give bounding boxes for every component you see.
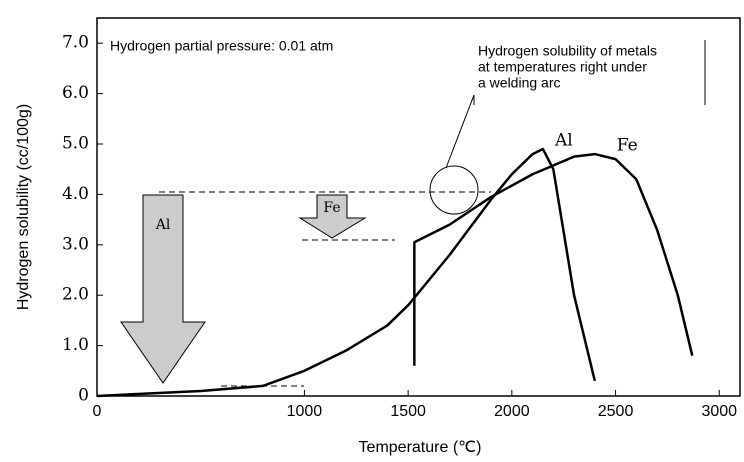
series-line bbox=[96, 147, 597, 398]
x-tick-label: 0 bbox=[93, 403, 102, 420]
x-tick-label: 1000 bbox=[287, 403, 323, 420]
y-tick-label: 5.0 bbox=[62, 134, 89, 154]
x-tick-label: 2000 bbox=[494, 403, 530, 420]
al-arrow bbox=[120, 194, 206, 384]
series-line bbox=[413, 152, 694, 366]
arrow-label: Al bbox=[155, 217, 171, 233]
legend-label: Al bbox=[554, 131, 573, 151]
y-tick-label: 0 bbox=[78, 386, 89, 406]
x-tick-label: 3000 bbox=[701, 403, 737, 420]
y-tick-label: 6.0 bbox=[62, 83, 89, 103]
y-tick-label: 3.0 bbox=[62, 234, 89, 254]
annotation: a welding arc bbox=[478, 75, 561, 91]
plot-frame bbox=[96, 17, 741, 397]
annotation: Hydrogen solubility of metals bbox=[478, 43, 657, 59]
y-tick-label: 4.0 bbox=[62, 184, 89, 204]
annotations: Hydrogen partial pressure: 0.01 atm Hydr… bbox=[110, 38, 706, 387]
x-axis-label: Temperature (℃) bbox=[359, 439, 482, 456]
x-tick-label: 1500 bbox=[390, 403, 426, 420]
leader-line bbox=[445, 94, 475, 169]
y-tick-label: 1.0 bbox=[62, 335, 89, 355]
legend-label: Fe bbox=[617, 136, 638, 156]
y-axis-label: Hydrogen solubility (cc/100g) bbox=[15, 104, 32, 310]
annotation: at temperatures right under bbox=[478, 59, 647, 75]
annotation: Hydrogen partial pressure: 0.01 atm bbox=[110, 38, 333, 54]
y-tick-label: 7.0 bbox=[62, 33, 89, 53]
y-tick-label: 2.0 bbox=[62, 285, 89, 305]
fe-arrow bbox=[298, 194, 367, 239]
x-tick-label: 2500 bbox=[598, 403, 634, 420]
arrow-label: Fe bbox=[323, 200, 340, 216]
highlight-circle bbox=[429, 165, 479, 215]
